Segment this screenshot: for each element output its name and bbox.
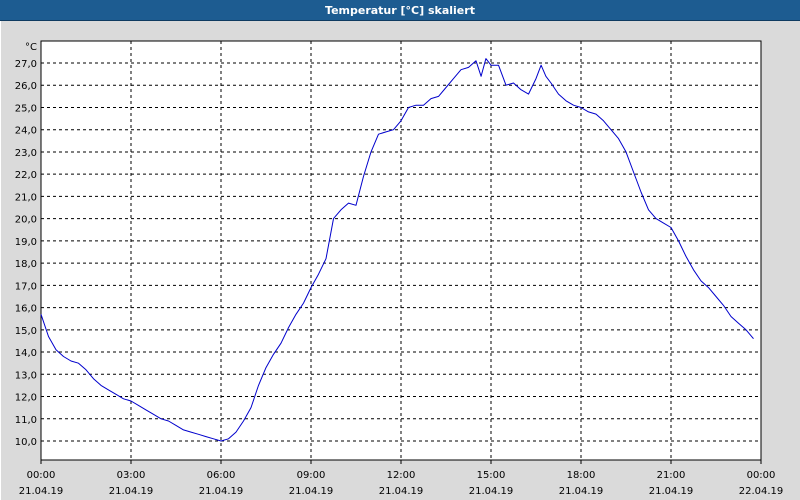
x-tick-date-label: 21.04.19 — [109, 486, 154, 497]
y-axis-unit-label: °C — [25, 42, 37, 53]
x-tick-time-label: 15:00 — [477, 470, 506, 481]
x-tick-date-label: 21.04.19 — [469, 486, 514, 497]
x-tick-time-label: 03:00 — [117, 470, 146, 481]
y-tick-label: 12,0 — [15, 393, 37, 404]
y-tick-label: 27,0 — [15, 59, 37, 70]
x-tick-date-label: 21.04.19 — [19, 486, 64, 497]
y-tick-label: 11,0 — [15, 415, 37, 426]
x-tick-date-label: 21.04.19 — [199, 486, 244, 497]
y-tick-label: 23,0 — [15, 148, 37, 159]
y-tick-label: 24,0 — [15, 126, 37, 137]
y-gridlines — [41, 62, 761, 442]
x-tick-time-label: 00:00 — [747, 470, 776, 481]
x-tick-time-label: 21:00 — [657, 470, 686, 481]
y-tick-label: 19,0 — [15, 237, 37, 248]
temperature-series-line — [40, 58, 754, 442]
y-tick-label: 26,0 — [15, 81, 37, 92]
x-tick-date-label: 21.04.19 — [649, 486, 694, 497]
x-axis-tick-labels: 00:00 21.04.19 03:00 21.04.19 06:00 21.04.19 0… — [19, 460, 784, 497]
x-tick-date-label: 22.04.19 — [739, 486, 784, 497]
x-gridlines — [130, 41, 672, 460]
y-tick-label: 21,0 — [15, 192, 37, 203]
y-tick-label: 14,0 — [15, 348, 37, 359]
x-tick-time-label: 09:00 — [297, 470, 326, 481]
y-tick-label: 17,0 — [15, 281, 37, 292]
y-tick-label: 18,0 — [15, 259, 37, 270]
x-tick-date-label: 21.04.19 — [289, 486, 334, 497]
x-tick-date-label: 21.04.19 — [559, 486, 604, 497]
y-tick-label: 22,0 — [15, 170, 37, 181]
x-tick-date-label: 21.04.19 — [379, 486, 424, 497]
y-tick-label: 13,0 — [15, 370, 37, 381]
x-tick-time-label: 12:00 — [387, 470, 416, 481]
x-tick-time-label: 06:00 — [207, 470, 236, 481]
y-tick-label: 15,0 — [15, 326, 37, 337]
temperature-chart: 10,0 11,0 12,0 13,0 14,0 15,0 16,0 17,0 18,0 19,0… — [15, 40, 784, 497]
y-tick-label: 20,0 — [15, 215, 37, 226]
y-tick-label: 25,0 — [15, 103, 37, 114]
chart-frame: 10,0 11,0 12,0 13,0 14,0 15,0 16,0 17,0 18,0 19,0… — [0, 21, 800, 500]
y-tick-label: 10,0 — [15, 437, 37, 448]
chart-title: Temperatur [°C] skaliert — [0, 0, 800, 21]
x-tick-time-label: 00:00 — [27, 470, 56, 481]
y-axis-tick-labels: 10,0 11,0 12,0 13,0 14,0 15,0 16,0 17,0 18,0 19,0… — [15, 59, 37, 448]
series-layer — [40, 58, 754, 442]
x-tick-time-label: 18:00 — [567, 470, 596, 481]
y-tick-label: 16,0 — [15, 304, 37, 315]
